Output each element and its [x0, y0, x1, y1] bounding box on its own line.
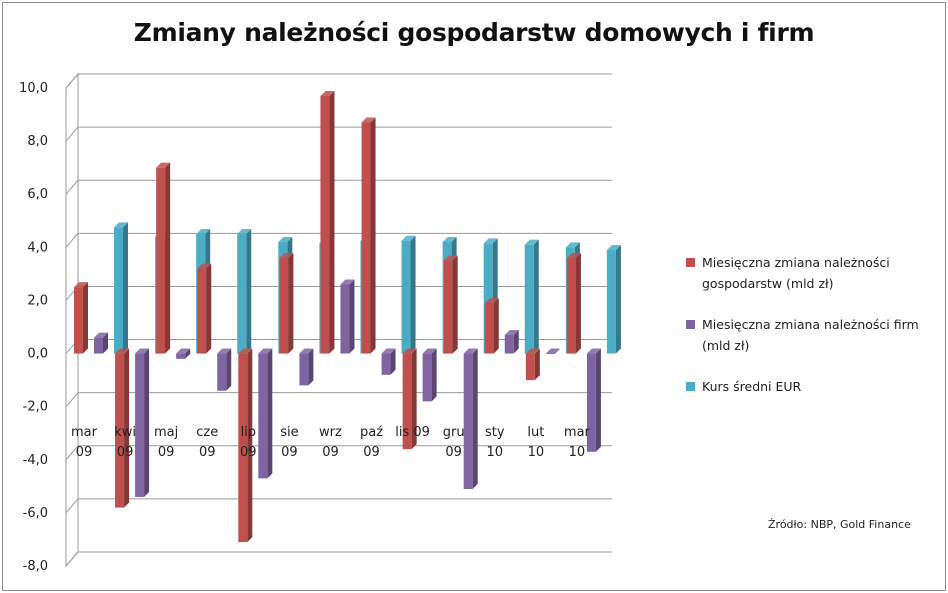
gridline-diag [65, 126, 79, 142]
gridline-diag [65, 73, 79, 89]
x-tick-label: lut [527, 425, 544, 440]
bar-series2-0 [114, 222, 128, 354]
y-axis-ticks: 10,0 8,0 6,0 4,0 2,0 0,0 -2,0 -4,0 -6,0 -8,0 [19, 81, 48, 574]
bar-series1-12 [586, 348, 601, 452]
bar-series1-9 [463, 348, 478, 489]
x-tick-label-year: 09 [281, 445, 298, 460]
x-tick-label: mar [71, 425, 98, 440]
x-tick-label-year: 10 [569, 445, 586, 460]
x-axis-ticks: mar 09 kwi 09 maj 09 cze 09 lip 09 sie 09 wrz 09 paź 09… [71, 425, 591, 460]
bars [74, 90, 621, 543]
x-tick-label: sty [485, 425, 505, 440]
x-tick-label: gru [443, 425, 465, 440]
gridline-diag [65, 498, 79, 514]
bar-series2-3 [237, 229, 252, 354]
x-tick-label: maj [154, 425, 178, 440]
bar-series1-2 [176, 348, 191, 359]
bar-series2-10 [524, 239, 539, 354]
bar-series1-1 [135, 348, 150, 497]
bar-series0-0 [74, 282, 88, 354]
x-tick-label: sie [280, 425, 298, 440]
x-tick-label: cze [196, 425, 218, 440]
bar-series1-3 [217, 348, 232, 391]
legend-item-firms: Miesięczna zmiana należności firm (mld z… [682, 314, 942, 356]
bar-series0-9 [443, 255, 458, 354]
legend-item-households: Miesięczna zmiana należności gospodarstw… [682, 252, 942, 294]
legend-swatch-eur [686, 382, 695, 391]
bar-series2-7 [401, 235, 416, 354]
source-note: Źródło: NBP, Gold Finance [768, 518, 911, 531]
legend-item-eur: Kurs średni EUR [682, 376, 942, 397]
x-tick-label-year: 09 [445, 445, 462, 460]
x-tick-label-year: 10 [486, 445, 503, 460]
y-tick-label: 6,0 [27, 187, 48, 202]
x-tick-label-year: 09 [199, 445, 216, 460]
x-tick-label-year: 09 [76, 445, 93, 460]
bar-series2-12 [606, 244, 621, 354]
legend-label-eur: Kurs średni EUR [702, 379, 802, 394]
y-tick-label: -4,0 [23, 453, 48, 468]
legend-swatch-firms [686, 320, 695, 329]
y-tick-label: 10,0 [19, 81, 48, 96]
bar-series0-2 [156, 162, 171, 354]
x-tick-label-year: 09 [117, 445, 134, 460]
bar-series0-1 [115, 348, 130, 508]
x-tick-label: mar [564, 425, 591, 440]
y-tick-label: 8,0 [27, 134, 48, 149]
bar-series1-0 [94, 332, 108, 354]
x-tick-label-year: 09 [363, 445, 380, 460]
bar-series0-3 [197, 263, 212, 354]
bar-series0-12 [566, 252, 581, 354]
x-tick-label: kwi [114, 425, 136, 440]
bar-series0-10 [484, 298, 499, 354]
y-tick-label: 2,0 [27, 293, 48, 308]
legend-swatch-households [686, 258, 695, 267]
bar-series0-8 [402, 348, 417, 450]
x-tick-label: lis 09 [395, 425, 430, 440]
gridline-diag [65, 445, 79, 461]
bar-series0-7 [361, 117, 376, 354]
y-tick-label: -2,0 [23, 400, 48, 415]
bar-series1-7 [381, 348, 396, 375]
gridline-diag [65, 179, 79, 195]
bar-series1-8 [422, 348, 437, 402]
x-tick-label: paź [360, 425, 383, 440]
x-tick-label-year: 09 [158, 445, 175, 460]
gridline-diag [65, 392, 79, 407]
x-tick-label: lip [241, 425, 256, 440]
x-tick-label-year: 09 [240, 445, 257, 460]
legend-label-firms: Miesięczna zmiana należności firm (mld z… [702, 317, 919, 353]
bar-series0-11 [525, 348, 540, 381]
legend-label-households: Miesięczna zmiana należności gospodarstw… [702, 255, 890, 291]
y-tick-label: -6,0 [23, 506, 48, 521]
y-tick-label: 4,0 [27, 240, 48, 255]
bar-series1-10 [504, 329, 519, 354]
chart-title: Zmiany należności gospodarstw domowych i… [133, 18, 815, 47]
bar-series1-5 [299, 348, 314, 386]
gridline-diag [65, 551, 79, 567]
bar-series1-11 [545, 348, 560, 355]
bar-series1-4 [258, 348, 273, 479]
y-tick-label: -8,0 [23, 559, 48, 574]
bar-series0-4 [238, 348, 253, 543]
y-tick-label: 0,0 [27, 347, 48, 362]
bar-series0-6 [320, 90, 335, 354]
bar-series0-5 [279, 252, 294, 354]
gridline-diag [65, 233, 79, 248]
x-tick-label-year: 10 [528, 445, 545, 460]
x-tick-label-year: 09 [322, 445, 339, 460]
x-tick-label: wrz [319, 425, 342, 440]
legend: Miesięczna zmiana należności gospodarstw… [682, 252, 942, 417]
bar-series1-6 [340, 279, 355, 354]
